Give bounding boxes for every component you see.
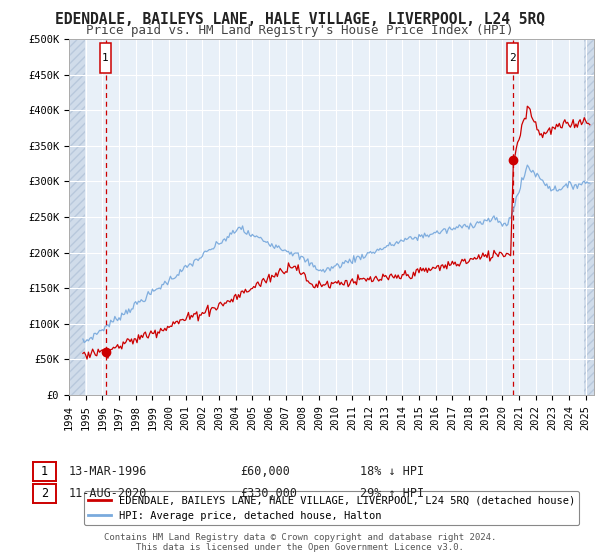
Text: Contains HM Land Registry data © Crown copyright and database right 2024.: Contains HM Land Registry data © Crown c… (104, 533, 496, 542)
Text: 13-MAR-1996: 13-MAR-1996 (69, 465, 148, 478)
Text: 1: 1 (102, 53, 109, 63)
Text: This data is licensed under the Open Government Licence v3.0.: This data is licensed under the Open Gov… (136, 543, 464, 552)
FancyBboxPatch shape (507, 43, 518, 73)
Legend: EDENDALE, BAILEYS LANE, HALE VILLAGE, LIVERPOOL, L24 5RQ (detached house), HPI: : EDENDALE, BAILEYS LANE, HALE VILLAGE, LI… (83, 491, 580, 525)
Text: £330,000: £330,000 (240, 487, 297, 501)
Text: 1: 1 (41, 465, 48, 478)
Text: 2: 2 (509, 53, 516, 63)
Text: 29% ↑ HPI: 29% ↑ HPI (360, 487, 424, 501)
Text: Price paid vs. HM Land Registry's House Price Index (HPI): Price paid vs. HM Land Registry's House … (86, 24, 514, 36)
Text: EDENDALE, BAILEYS LANE, HALE VILLAGE, LIVERPOOL, L24 5RQ: EDENDALE, BAILEYS LANE, HALE VILLAGE, LI… (55, 12, 545, 27)
Text: 18% ↓ HPI: 18% ↓ HPI (360, 465, 424, 478)
Text: 11-AUG-2020: 11-AUG-2020 (69, 487, 148, 501)
Text: 2: 2 (41, 487, 48, 501)
FancyBboxPatch shape (100, 43, 111, 73)
Text: £60,000: £60,000 (240, 465, 290, 478)
